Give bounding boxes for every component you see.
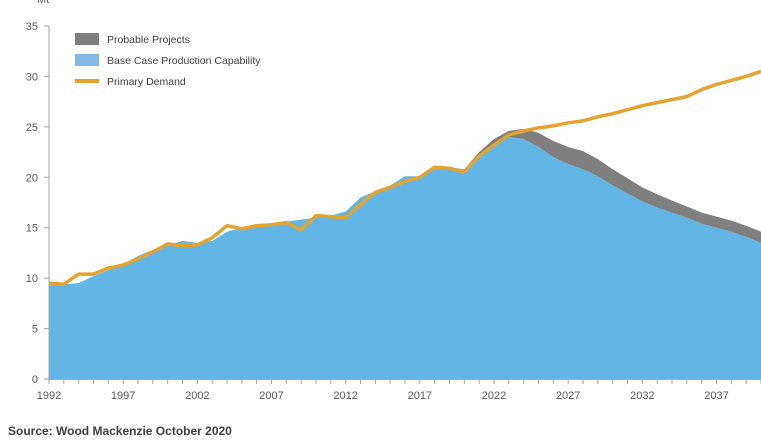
y-tick-label: 5: [32, 324, 38, 336]
y-tick-label: 25: [26, 122, 38, 134]
y-tick-label: 20: [26, 172, 38, 184]
series-layer: [48, 69, 761, 379]
y-tick-label: 15: [26, 223, 38, 235]
x-tick-label: 2022: [482, 390, 506, 402]
y-tick-label: 10: [26, 273, 38, 285]
y-tick-label: 35: [26, 21, 38, 33]
series-area-probable-projects: [49, 128, 761, 286]
x-tick-label: 2017: [408, 390, 432, 402]
x-tick-label: 2032: [630, 390, 654, 402]
x-tick-label: 1997: [111, 390, 135, 402]
legend-swatch-probable-projects: [75, 33, 99, 45]
x-tick-label: 2002: [185, 390, 209, 402]
legend-swatch-primary-demand: [75, 79, 99, 83]
x-tick-label: 1992: [37, 390, 61, 402]
x-tick-label: 2007: [259, 390, 283, 402]
y-tick-label: 0: [32, 374, 38, 386]
series-line-primary-demand: [48, 69, 761, 286]
axis-layer: 0 5 10 15 20 25 30 35 1992 1997 2002 2007 2012 2017 20…: [26, 21, 761, 402]
legend-swatch-base-case: [75, 54, 99, 66]
legend: Probable Projects Base Case Production C…: [75, 33, 261, 88]
y-axis-unit-label: Mt: [37, 0, 49, 6]
x-tick-label: 2012: [333, 390, 357, 402]
source-note: Source: Wood Mackenzie October 2020: [8, 424, 232, 438]
x-tick-label: 2027: [556, 390, 580, 402]
x-tick-label: 2037: [704, 390, 728, 402]
series-area-base-case: [49, 136, 761, 379]
legend-label-probable-projects: Probable Projects: [107, 34, 190, 46]
legend-label-primary-demand: Primary Demand: [107, 76, 186, 88]
y-tick-label: 30: [26, 71, 38, 83]
legend-label-base-case: Base Case Production Capability: [107, 55, 261, 67]
